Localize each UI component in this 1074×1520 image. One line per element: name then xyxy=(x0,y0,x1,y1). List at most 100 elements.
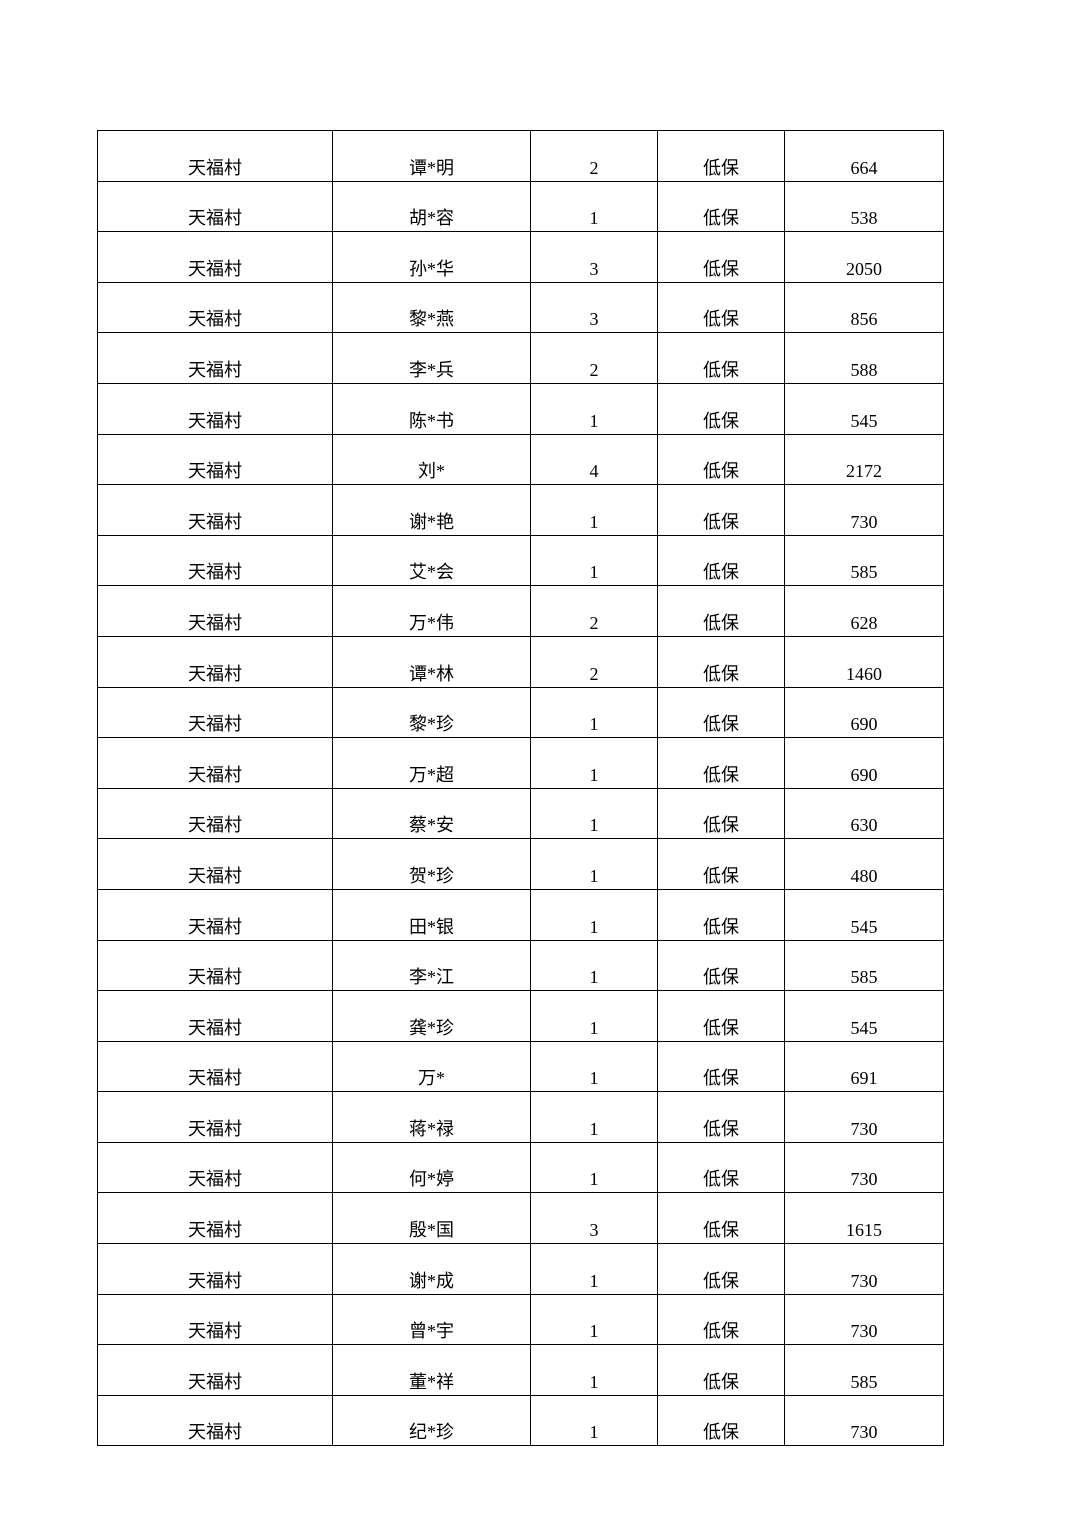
amount-cell: 545 xyxy=(784,888,944,941)
assistance-type-cell: 低保 xyxy=(657,433,785,486)
village-cell: 天福村 xyxy=(97,382,333,435)
assistance-type-cell: 低保 xyxy=(657,1293,785,1346)
assistance-type-cell: 低保 xyxy=(657,585,785,637)
household-size-cell: 1 xyxy=(530,939,658,992)
amount-cell: 1460 xyxy=(784,635,944,688)
household-size-cell: 1 xyxy=(530,838,658,890)
table-row: 天福村 龚*珍 1 低保 545 xyxy=(97,990,944,1042)
household-size-cell: 1 xyxy=(530,1394,658,1447)
amount-cell: 2050 xyxy=(784,231,944,283)
assistance-type-cell: 低保 xyxy=(657,281,785,334)
assistance-type-cell: 低保 xyxy=(657,382,785,435)
relief-table: 天福村 谭*明 2 低保 664 天福村 胡*容 1 低保 538 天福村 孙*华 3 低保 2050 天福村… xyxy=(97,130,944,1447)
village-cell: 天福村 xyxy=(97,838,333,890)
table-row: 天福村 孙*华 3 低保 2050 xyxy=(97,231,944,283)
name-cell: 田*银 xyxy=(332,888,531,941)
amount-cell: 545 xyxy=(784,382,944,435)
village-cell: 天福村 xyxy=(97,130,333,182)
table-row: 天福村 万* 1 低保 691 xyxy=(97,1040,944,1093)
table-row: 天福村 胡*容 1 低保 538 xyxy=(97,180,944,233)
name-cell: 殷*国 xyxy=(332,1192,531,1245)
household-size-cell: 1 xyxy=(530,1293,658,1346)
table-row: 天福村 贺*珍 1 低保 480 xyxy=(97,838,944,890)
household-size-cell: 2 xyxy=(530,635,658,688)
table-row: 天福村 谢*艳 1 低保 730 xyxy=(97,484,944,536)
amount-cell: 730 xyxy=(784,1141,944,1194)
village-cell: 天福村 xyxy=(97,888,333,941)
assistance-type-cell: 低保 xyxy=(657,180,785,233)
table-row: 天福村 陈*书 1 低保 545 xyxy=(97,382,944,435)
name-cell: 谢*成 xyxy=(332,1243,531,1295)
assistance-type-cell: 低保 xyxy=(657,1040,785,1093)
household-size-cell: 1 xyxy=(530,1243,658,1295)
table-row: 天福村 李*江 1 低保 585 xyxy=(97,939,944,992)
assistance-type-cell: 低保 xyxy=(657,990,785,1042)
table-row: 天福村 李*兵 2 低保 588 xyxy=(97,332,944,384)
amount-cell: 1615 xyxy=(784,1192,944,1245)
amount-cell: 730 xyxy=(784,1293,944,1346)
amount-cell: 588 xyxy=(784,332,944,384)
amount-cell: 690 xyxy=(784,686,944,739)
village-cell: 天福村 xyxy=(97,1344,333,1396)
household-size-cell: 3 xyxy=(530,281,658,334)
name-cell: 胡*容 xyxy=(332,180,531,233)
assistance-type-cell: 低保 xyxy=(657,686,785,739)
table-row: 天福村 何*婷 1 低保 730 xyxy=(97,1141,944,1194)
table-row: 天福村 万*伟 2 低保 628 xyxy=(97,585,944,637)
village-cell: 天福村 xyxy=(97,484,333,536)
assistance-type-cell: 低保 xyxy=(657,635,785,688)
household-size-cell: 1 xyxy=(530,534,658,587)
amount-cell: 730 xyxy=(784,1091,944,1143)
table-row: 天福村 艾*会 1 低保 585 xyxy=(97,534,944,587)
amount-cell: 585 xyxy=(784,534,944,587)
household-size-cell: 1 xyxy=(530,888,658,941)
name-cell: 陈*书 xyxy=(332,382,531,435)
household-size-cell: 2 xyxy=(530,332,658,384)
village-cell: 天福村 xyxy=(97,1040,333,1093)
name-cell: 蒋*禄 xyxy=(332,1091,531,1143)
assistance-type-cell: 低保 xyxy=(657,332,785,384)
assistance-type-cell: 低保 xyxy=(657,231,785,283)
village-cell: 天福村 xyxy=(97,1192,333,1245)
table-row: 天福村 殷*国 3 低保 1615 xyxy=(97,1192,944,1245)
household-size-cell: 1 xyxy=(530,180,658,233)
name-cell: 艾*会 xyxy=(332,534,531,587)
assistance-type-cell: 低保 xyxy=(657,838,785,890)
household-size-cell: 2 xyxy=(530,585,658,637)
table-row: 天福村 董*祥 1 低保 585 xyxy=(97,1344,944,1396)
name-cell: 刘* xyxy=(332,433,531,486)
name-cell: 蔡*安 xyxy=(332,787,531,840)
household-size-cell: 1 xyxy=(530,737,658,789)
village-cell: 天福村 xyxy=(97,180,333,233)
table-row: 天福村 田*银 1 低保 545 xyxy=(97,888,944,941)
household-size-cell: 1 xyxy=(530,1344,658,1396)
table-row: 天福村 蔡*安 1 低保 630 xyxy=(97,787,944,840)
household-size-cell: 3 xyxy=(530,231,658,283)
assistance-type-cell: 低保 xyxy=(657,484,785,536)
household-size-cell: 1 xyxy=(530,686,658,739)
name-cell: 万*伟 xyxy=(332,585,531,637)
assistance-type-cell: 低保 xyxy=(657,1192,785,1245)
assistance-type-cell: 低保 xyxy=(657,1141,785,1194)
amount-cell: 730 xyxy=(784,1394,944,1447)
village-cell: 天福村 xyxy=(97,1394,333,1447)
table-row: 天福村 谭*明 2 低保 664 xyxy=(97,130,944,182)
name-cell: 万*超 xyxy=(332,737,531,789)
name-cell: 纪*珍 xyxy=(332,1394,531,1447)
village-cell: 天福村 xyxy=(97,1091,333,1143)
household-size-cell: 1 xyxy=(530,1040,658,1093)
amount-cell: 691 xyxy=(784,1040,944,1093)
amount-cell: 480 xyxy=(784,838,944,890)
village-cell: 天福村 xyxy=(97,281,333,334)
assistance-type-cell: 低保 xyxy=(657,1344,785,1396)
table-row: 天福村 黎*珍 1 低保 690 xyxy=(97,686,944,739)
table-row: 天福村 曾*宇 1 低保 730 xyxy=(97,1293,944,1346)
village-cell: 天福村 xyxy=(97,686,333,739)
table-body: 天福村 谭*明 2 低保 664 天福村 胡*容 1 低保 538 天福村 孙*华 3 低保 2050 天福村… xyxy=(97,130,944,1447)
name-cell: 黎*珍 xyxy=(332,686,531,739)
assistance-type-cell: 低保 xyxy=(657,939,785,992)
assistance-type-cell: 低保 xyxy=(657,1091,785,1143)
village-cell: 天福村 xyxy=(97,787,333,840)
household-size-cell: 1 xyxy=(530,1141,658,1194)
amount-cell: 538 xyxy=(784,180,944,233)
